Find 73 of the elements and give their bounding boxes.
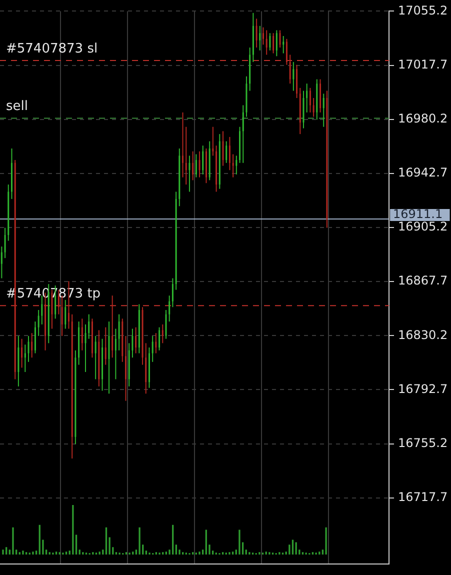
y-tick-label: 16755.2 (398, 436, 448, 450)
candlestick (88, 314, 90, 340)
candlestick (232, 154, 234, 178)
y-tick-label: 16980.2 (398, 111, 448, 126)
candlestick (118, 314, 120, 351)
candlestick (135, 326, 137, 354)
candlestick (168, 295, 170, 322)
candlestick (322, 93, 324, 128)
candlestick (236, 155, 238, 175)
candlestick (195, 154, 197, 178)
candlestick (272, 32, 274, 54)
candlestick (112, 295, 114, 358)
candlestick (286, 38, 288, 66)
candlestick (81, 318, 83, 351)
candlestick (266, 30, 268, 56)
candlestick (306, 83, 308, 113)
candlestick (182, 112, 184, 178)
candlestick (61, 295, 63, 336)
candlestick (320, 78, 322, 113)
y-tick-label: 16867.7 (398, 274, 448, 288)
candlestick (152, 335, 154, 362)
candlestick (292, 61, 294, 92)
candlestick (212, 126, 214, 156)
candlestick (162, 324, 164, 344)
candlestick (262, 26, 264, 46)
candlestick (226, 140, 228, 164)
candlestick (94, 335, 96, 380)
candlestick (202, 145, 204, 175)
candlestick (192, 150, 194, 181)
candlestick (279, 30, 281, 48)
candlestick (276, 30, 278, 57)
candlestick (222, 130, 224, 166)
candlestick (84, 324, 86, 373)
candlestick (132, 328, 134, 358)
candlestick (259, 25, 261, 51)
candlestick (228, 136, 230, 171)
candlestick (31, 332, 33, 358)
candlestick (108, 321, 110, 394)
candlestick (38, 309, 40, 336)
candlestick (256, 18, 258, 48)
candlestick (4, 227, 6, 259)
candlestick (185, 126, 187, 186)
candlestick (24, 344, 26, 373)
candlestick (172, 278, 174, 308)
y-tick-label: 16942.7 (398, 166, 448, 180)
candlestick (104, 326, 106, 366)
y-tick-label: 16905.2 (398, 220, 448, 234)
y-tick-label: 17055.2 (398, 3, 448, 18)
candlestick (309, 87, 311, 113)
candlestick (198, 150, 200, 178)
candlestick (64, 299, 66, 330)
candlestick (155, 332, 157, 354)
candlestick (28, 335, 30, 362)
candlestick (41, 295, 43, 325)
candlestick (242, 104, 244, 164)
candlestick (188, 155, 190, 192)
candlestick (21, 338, 23, 368)
ref-line-label: 16911.1 (393, 207, 443, 222)
candlestick (312, 98, 314, 118)
candlestick (34, 321, 36, 354)
y-tick-label: 16792.7 (398, 382, 448, 396)
ref-line-label: #57407873 sl (6, 41, 98, 56)
y-tick-label: 17017.7 (398, 57, 448, 72)
y-tick-label: 16830.2 (398, 328, 448, 342)
candlestick (165, 309, 167, 340)
candlestick (289, 54, 291, 84)
candlestick (125, 335, 127, 402)
ref-line-label: sell (6, 99, 28, 114)
candlestick (114, 328, 116, 380)
candlestick (0, 246, 2, 279)
candlestick (158, 326, 160, 351)
y-tick-label: 16717.7 (398, 490, 448, 504)
candlestick (269, 32, 271, 51)
